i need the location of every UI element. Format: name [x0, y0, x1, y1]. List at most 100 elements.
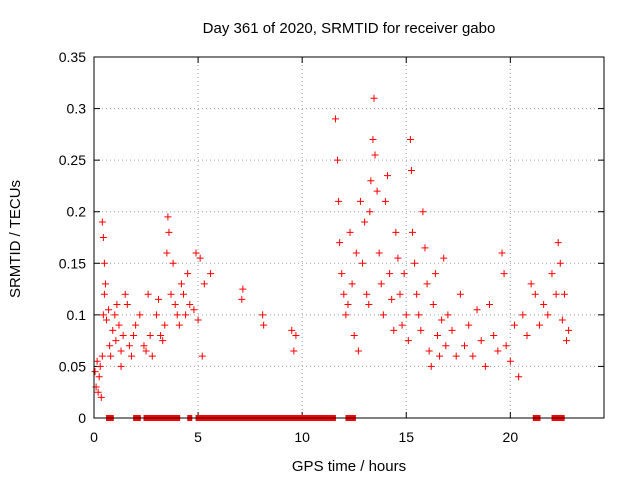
- data-point: [356, 197, 364, 205]
- data-point: [444, 311, 452, 319]
- data-point: [100, 290, 108, 298]
- data-point: [142, 347, 150, 355]
- data-point: [115, 321, 123, 329]
- data-point: [427, 362, 435, 370]
- data-point: [361, 218, 369, 226]
- data-point: [363, 290, 371, 298]
- data-point: [386, 270, 394, 278]
- data-point: [121, 290, 129, 298]
- data-point: [535, 321, 543, 329]
- data-point: [477, 337, 485, 345]
- data-point: [440, 254, 448, 262]
- data-point: [398, 321, 406, 329]
- data-point: [100, 259, 108, 267]
- data-point: [207, 270, 215, 278]
- data-point: [448, 326, 456, 334]
- data-point: [346, 228, 354, 236]
- data-point: [350, 331, 358, 339]
- data-point: [473, 306, 481, 314]
- data-point: [429, 301, 437, 309]
- data-point: [98, 352, 106, 360]
- data-point: [411, 259, 419, 267]
- x-tick-label: 5: [194, 429, 202, 445]
- data-point: [105, 306, 113, 314]
- data-point: [198, 352, 206, 360]
- data-point: [402, 311, 410, 319]
- y-tick-label: 0.05: [59, 358, 86, 374]
- data-point: [331, 115, 339, 123]
- data-point: [425, 347, 433, 355]
- data-point: [194, 316, 202, 324]
- data-point: [554, 239, 562, 247]
- data-point: [152, 311, 160, 319]
- data-point: [336, 239, 344, 247]
- tick-labels: 0 0.05 0.1 0.15 0.2 0.25 0.3 0.35 0 5 10 15 20: [59, 49, 519, 445]
- data-point: [367, 177, 375, 185]
- data-point: [400, 270, 408, 278]
- data-point: [338, 270, 346, 278]
- data-point: [407, 166, 415, 174]
- data-point: [97, 393, 105, 401]
- data-point: [164, 213, 172, 221]
- data-point: [415, 311, 423, 319]
- data-point: [290, 347, 298, 355]
- data-point: [540, 301, 548, 309]
- data-point: [340, 290, 348, 298]
- data-point: [359, 259, 367, 267]
- data-point: [527, 280, 535, 288]
- data-point: [552, 290, 560, 298]
- data-point: [436, 352, 444, 360]
- data-point: [548, 270, 556, 278]
- data-point: [94, 388, 102, 396]
- data-point: [173, 311, 181, 319]
- x-tick-label: 15: [398, 429, 414, 445]
- data-point: [165, 228, 173, 236]
- data-point: [146, 331, 154, 339]
- data-point: [112, 337, 120, 345]
- data-point: [404, 337, 412, 345]
- data-point: [417, 326, 425, 334]
- data-point: [260, 321, 268, 329]
- y-tick-label: 0.3: [67, 101, 87, 117]
- x-tick-label: 0: [90, 429, 98, 445]
- data-point: [175, 321, 183, 329]
- data-point: [140, 342, 148, 350]
- data-point: [523, 331, 531, 339]
- data-point: [354, 347, 362, 355]
- data-point: [96, 362, 104, 370]
- data-points: [91, 94, 573, 421]
- data-point: [182, 311, 190, 319]
- data-point: [519, 311, 527, 319]
- data-point: [486, 301, 494, 309]
- data-point: [123, 301, 131, 309]
- data-point: [111, 311, 119, 319]
- data-point: [461, 342, 469, 350]
- data-point: [186, 301, 194, 309]
- data-point: [288, 326, 296, 334]
- data-point: [101, 280, 109, 288]
- data-point: [119, 331, 127, 339]
- x-axis-label: GPS time / hours: [292, 458, 406, 475]
- data-point: [184, 270, 192, 278]
- x-tick-label: 10: [294, 429, 310, 445]
- data-point: [177, 280, 185, 288]
- data-point: [406, 136, 414, 144]
- data-point: [369, 136, 377, 144]
- data-point: [442, 342, 450, 350]
- data-point: [433, 331, 441, 339]
- y-tick-label: 0: [78, 410, 86, 426]
- data-point: [431, 270, 439, 278]
- data-point: [292, 331, 300, 339]
- y-tick-label: 0.25: [59, 152, 86, 168]
- data-point: [558, 316, 566, 324]
- data-point: [107, 352, 115, 360]
- data-point: [379, 311, 387, 319]
- y-tick-label: 0.1: [67, 307, 87, 323]
- data-point: [423, 280, 431, 288]
- data-point: [238, 295, 246, 303]
- plot-frame: [93, 56, 605, 419]
- data-point: [239, 285, 247, 293]
- data-point: [117, 362, 125, 370]
- data-point: [456, 290, 464, 298]
- data-point: [161, 321, 169, 329]
